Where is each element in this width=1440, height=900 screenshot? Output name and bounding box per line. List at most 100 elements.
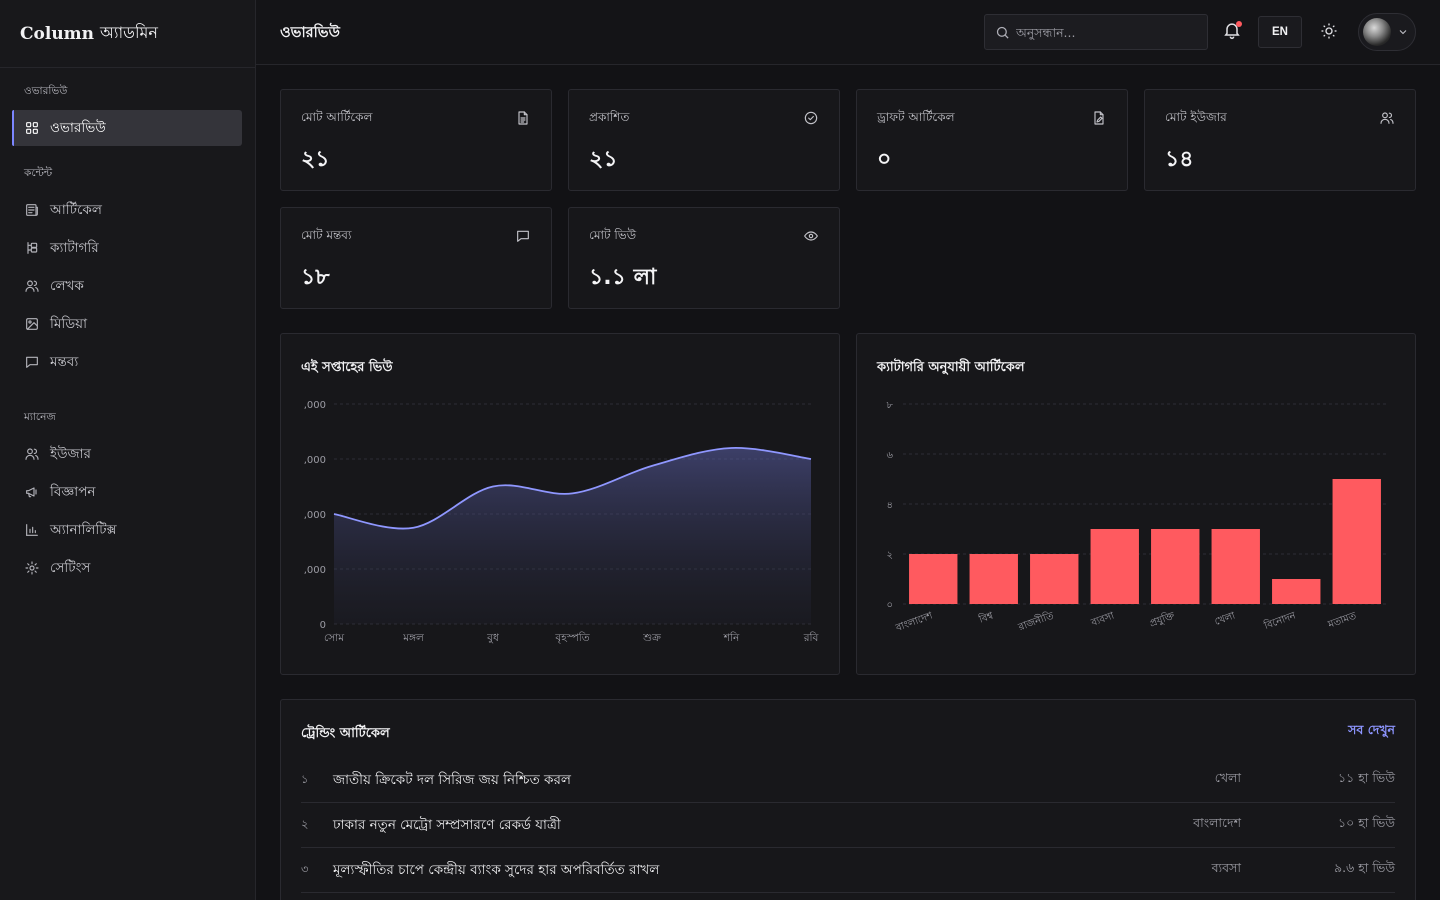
category-bar[interactable] <box>1151 529 1200 604</box>
sidebar-item-label: অ্যানালিটিক্স <box>50 521 117 538</box>
comment-icon <box>517 230 529 242</box>
brand-logo[interactable]: Column অ্যাডমিন <box>0 0 255 68</box>
sidebar-item[interactable]: ওভারভিউ <box>12 110 242 146</box>
stat-value: ২১ <box>301 147 330 172</box>
sidebar-item[interactable]: সেটিংস <box>12 550 242 586</box>
y-tick-label: ৪ <box>887 500 894 511</box>
x-tick-label: বুধ <box>486 632 500 644</box>
weekly-views-card: এই সপ্তাহের ভিউ 0 ,000 ,000 ,000 ,000 সোম মঙ্গ… <box>280 333 840 675</box>
category-bar[interactable] <box>909 554 958 604</box>
brand-name: Column <box>20 23 95 44</box>
x-tick-label: রবি <box>803 631 820 644</box>
trending-category: বাংলাদেশ <box>1193 815 1241 830</box>
x-tick-label: খেলা <box>1213 610 1238 628</box>
user-menu-button[interactable] <box>1358 13 1416 51</box>
notifications-button[interactable] <box>1222 20 1244 42</box>
stat-label: মোট ভিউ <box>589 228 637 242</box>
sidebar-item[interactable]: লেখক <box>12 268 242 304</box>
file-text-icon <box>518 111 528 125</box>
nav-section: কন্টেন্ট আর্টিকেল ক্যাটাগরি লেখক মিডিয়া মন্ত… <box>0 166 255 380</box>
stat-value: ০ <box>877 147 892 172</box>
sidebar-item-label: মিডিয়া <box>50 315 88 332</box>
sidebar-item[interactable]: ইউজার <box>12 436 242 472</box>
sidebar-item-label: ইউজার <box>50 445 91 462</box>
trending-category: ব্যবসা <box>1211 860 1241 875</box>
stat-icon <box>1379 110 1395 126</box>
sidebar-item[interactable]: মিডিয়া <box>12 306 242 342</box>
stat-card: মোট ইউজার ১৪ <box>1144 89 1416 191</box>
weekly-views-chart: 0 ,000 ,000 ,000 ,000 সোম মঙ্গল বুধ বৃহস্পতি শুক্… <box>304 400 820 644</box>
trending-views: ১০ হা ভিউ <box>1337 815 1395 830</box>
category-bar[interactable] <box>1090 529 1139 604</box>
sidebar-item-label: সেটিংস <box>50 559 91 576</box>
sidebar-item[interactable]: আর্টিকেল <box>12 192 242 228</box>
category-articles-chart: ০ ২ ৪ ৬ ৮ বাংলাদেশ বিশ্ব রাজনীতি ব্যবসা প্রযুক্তি… <box>886 400 1387 634</box>
sidebar-item[interactable]: ক্যাটাগরি <box>12 230 242 266</box>
y-tick-label: ,000 <box>304 510 326 521</box>
language-toggle-button[interactable]: EN <box>1258 16 1302 48</box>
trending-article-title[interactable]: মূল্যস্ফীতির চাপে কেন্দ্রীয় ব্যাংক সুদে… <box>333 861 660 878</box>
category-bar[interactable] <box>969 554 1018 604</box>
trending-views: ১১ হা ভিউ <box>1338 770 1395 785</box>
views-line <box>333 447 812 530</box>
category-bar[interactable] <box>1211 529 1260 604</box>
sidebar-item-icon <box>24 278 40 294</box>
stat-value: ১৪ <box>1165 147 1194 172</box>
sidebar-item-label: মন্তব্য <box>50 353 79 370</box>
stat-value: ১৮ <box>301 265 330 290</box>
category-articles-title: ক্যাটাগরি অনুযায়ী আর্টিকেল <box>877 360 1025 375</box>
y-tick-label: ,000 <box>304 400 326 411</box>
category-bar[interactable] <box>1332 479 1381 604</box>
category-bar[interactable] <box>1272 579 1321 604</box>
sidebar-item[interactable]: অ্যানালিটিক্স <box>12 512 242 548</box>
file-edit-icon <box>1094 111 1104 125</box>
trending-category: খেলা <box>1214 770 1241 785</box>
sidebar: Column অ্যাডমিন ওভারভিউ ওভারভিউ কন্টেন্ট আর… <box>0 0 256 900</box>
chevron-down-icon <box>1399 30 1407 35</box>
y-tick-label: ২ <box>886 550 893 561</box>
x-tick-label: মতামত <box>1326 610 1358 631</box>
trending-views: ৯.৬ হা ভিউ <box>1334 860 1395 875</box>
trending-rank: ১ <box>301 771 309 786</box>
stat-value: ২১ <box>589 147 618 172</box>
x-tick-label: বিশ্ব <box>976 609 995 626</box>
trending-row[interactable]: ২ ঢাকার নতুন মেট্রো সম্প্রসারণে রেকর্ড যা… <box>301 803 1395 848</box>
sidebar-item-icon <box>24 522 40 538</box>
eye-icon <box>804 231 818 241</box>
check-circle-icon <box>804 111 818 125</box>
x-tick-label: বৃহস্পতি <box>554 631 590 644</box>
x-tick-label: বাংলাদেশ <box>894 610 936 634</box>
stat-card: মোট আর্টিকেল ২১ <box>280 89 552 191</box>
stat-icon <box>803 110 819 126</box>
nav-section: ওভারভিউ ওভারভিউ <box>0 84 255 146</box>
sidebar-item[interactable]: বিজ্ঞাপন <box>12 474 242 510</box>
search-box[interactable] <box>984 14 1208 50</box>
nav-section-heading: ওভারভিউ <box>24 85 68 97</box>
sidebar-item-icon <box>24 484 40 500</box>
category-bar[interactable] <box>1030 554 1079 604</box>
category-articles-card: ক্যাটাগরি অনুযায়ী আর্টিকেল ০ ২ ৪ ৬ ৮ বাংলাদে… <box>856 333 1416 675</box>
trending-row[interactable]: ৩ মূল্যস্ফীতির চাপে কেন্দ্রীয় ব্যাংক সুদ… <box>301 848 1395 893</box>
page-title: ওভারভিউ <box>280 25 340 41</box>
sidebar-nav: ওভারভিউ ওভারভিউ কন্টেন্ট আর্টিকেল ক্যাটাগরি ল… <box>0 84 255 586</box>
search-input[interactable] <box>1016 24 1186 40</box>
y-tick-label: 0 <box>320 620 326 631</box>
trending-rank: ২ <box>301 816 309 831</box>
trending-row[interactable]: ১ জাতীয় ক্রিকেট দল সিরিজ জয় নিশ্চিত করল… <box>301 758 1395 803</box>
x-tick-label: শনি <box>723 631 740 644</box>
users-icon <box>25 280 39 292</box>
view-all-link[interactable]: সব দেখুন <box>1348 722 1395 737</box>
sun-icon <box>1321 23 1337 39</box>
newspaper-icon <box>26 204 38 216</box>
nav-section-heading: কন্টেন্ট <box>24 167 53 179</box>
trending-article-title[interactable]: জাতীয় ক্রিকেট দল সিরিজ জয় নিশ্চিত করল <box>333 771 571 788</box>
sidebar-item[interactable]: মন্তব্য <box>12 344 242 380</box>
stat-card: ড্রাফট আর্টিকেল ০ <box>856 89 1128 191</box>
trending-article-title[interactable]: ঢাকার নতুন মেট্রো সম্প্রসারণে রেকর্ড যাত… <box>333 816 561 833</box>
avatar <box>1363 18 1391 46</box>
bar-chart-icon <box>26 524 38 536</box>
search-icon <box>996 26 1009 39</box>
stat-label: মোট মন্তব্য <box>301 228 352 242</box>
theme-toggle-button[interactable] <box>1320 22 1340 42</box>
